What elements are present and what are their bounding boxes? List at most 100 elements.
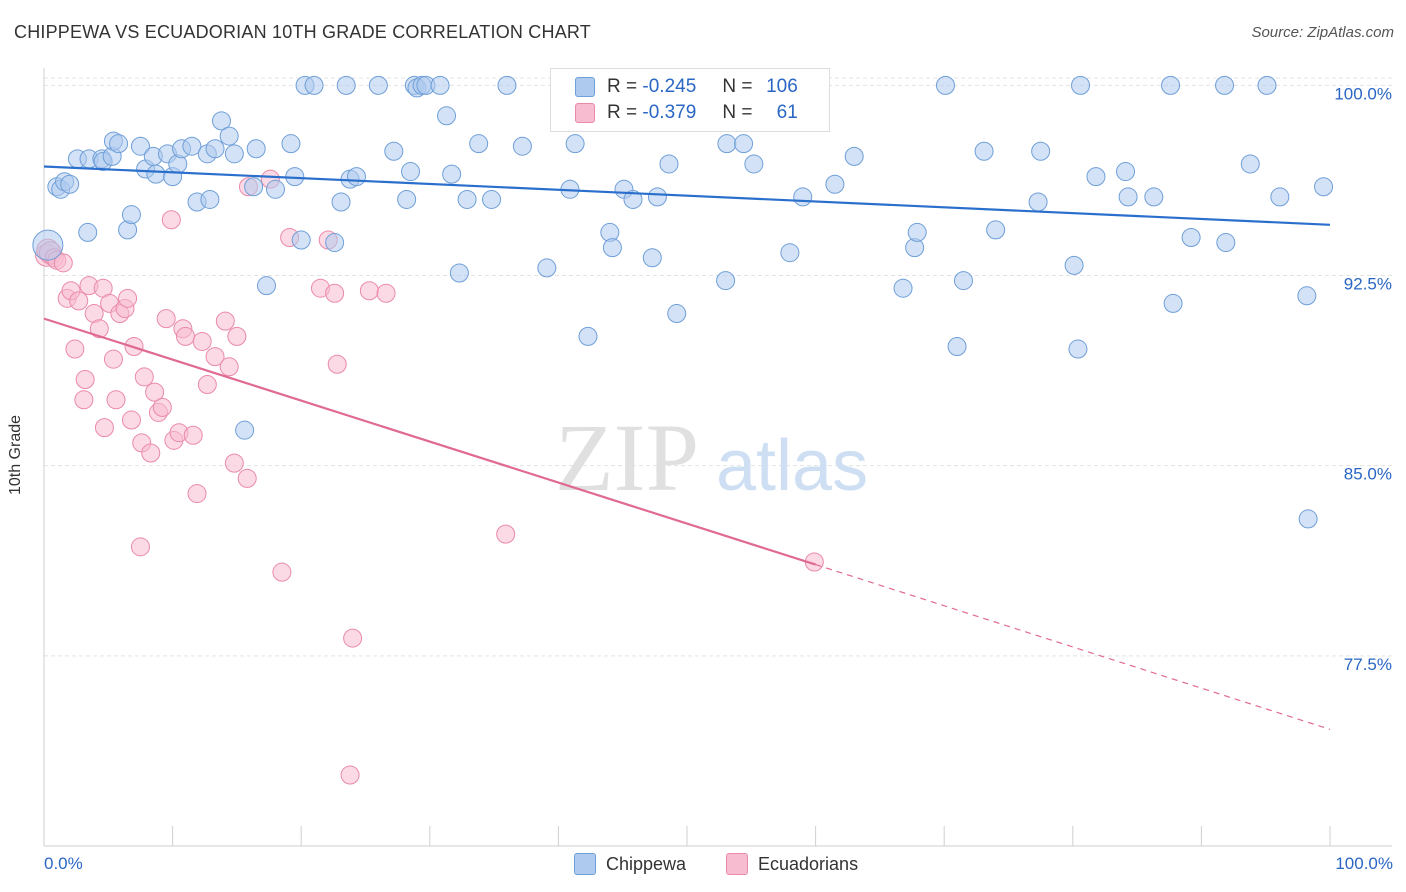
point-ecuadorians (121, 410, 141, 430)
point-chippewa (1071, 75, 1091, 95)
point-chippewa (469, 134, 489, 154)
legend-r-value-chippewa: -0.245 (642, 76, 697, 97)
point-chippewa (1257, 75, 1277, 95)
bottom-legend-label-chippewa: Chippewa (606, 853, 687, 874)
point-chippewa (623, 189, 643, 209)
point-chippewa (953, 271, 973, 291)
point-ecuadorians (130, 537, 150, 557)
point-chippewa (844, 146, 864, 166)
point-chippewa (281, 134, 301, 154)
point-chippewa (1116, 162, 1136, 182)
bottom-legend-swatch-ecuadorians (726, 853, 748, 875)
point-chippewa (642, 248, 662, 268)
point-chippewa (430, 75, 450, 95)
point-chippewa (1144, 187, 1164, 207)
point-chippewa (437, 106, 457, 126)
point-ecuadorians (103, 349, 123, 369)
legend-row-ecuadorians: R = -0.379 N = 61 (575, 101, 798, 125)
point-chippewa (291, 230, 311, 250)
point-chippewa (336, 75, 356, 95)
point-ecuadorians (327, 354, 347, 374)
point-chippewa (986, 220, 1006, 240)
point-ecuadorians (152, 397, 172, 417)
point-ecuadorians (145, 382, 165, 402)
point-ecuadorians (192, 331, 212, 351)
y-tick-label: 100.0% (1334, 84, 1392, 103)
point-chippewa (1068, 339, 1088, 359)
point-chippewa (384, 141, 404, 161)
point-ecuadorians (106, 390, 126, 410)
tick-labels: 77.5% 85.0% 92.5% 100.0% 0.0% 100.0% (44, 84, 1393, 873)
point-chippewa (1216, 233, 1236, 253)
point-chippewa (1181, 227, 1201, 247)
point-ecuadorians (74, 390, 94, 410)
point-ecuadorians (237, 468, 257, 488)
x-tick-label: 0.0% (44, 854, 83, 873)
point-chippewa (211, 111, 231, 131)
series-ecuadorians (35, 169, 824, 785)
legend-n-label: N = (722, 76, 753, 97)
point-chippewa (780, 243, 800, 263)
series-chippewa (32, 75, 1334, 529)
point-chippewa (401, 162, 421, 182)
point-ecuadorians (161, 210, 181, 230)
legend-n-label: N = (722, 102, 753, 123)
point-chippewa (1314, 177, 1334, 197)
point-chippewa (744, 154, 764, 174)
point-chippewa (256, 276, 276, 296)
point-ecuadorians (224, 453, 244, 473)
point-chippewa (219, 126, 239, 146)
point-chippewa (244, 177, 264, 197)
point-chippewa (235, 420, 255, 440)
legend-swatch-chippewa (575, 77, 595, 97)
legend-r-label: R = (607, 102, 638, 123)
point-ecuadorians (340, 765, 360, 785)
watermark: ZIP atlas (555, 404, 868, 511)
point-chippewa (1240, 154, 1260, 174)
point-chippewa (647, 187, 667, 207)
point-ecuadorians (219, 357, 239, 377)
axes (43, 68, 1392, 847)
point-ecuadorians (227, 326, 247, 346)
bottom-legend-chippewa: Chippewa (574, 852, 686, 876)
y-tick-label: 77.5% (1344, 655, 1392, 674)
point-ecuadorians (215, 311, 235, 331)
point-chippewa (793, 187, 813, 207)
point-ecuadorians (53, 253, 73, 273)
point-chippewa (397, 189, 417, 209)
point-chippewa (947, 337, 967, 357)
chart-title: CHIPPEWA VS ECUADORIAN 10TH GRADE CORREL… (14, 22, 591, 42)
point-chippewa (1161, 75, 1181, 95)
gridlines (44, 77, 1392, 657)
legend-row-chippewa: R = -0.245 N = 106 (575, 75, 798, 99)
point-chippewa (1163, 293, 1183, 313)
point-ecuadorians (376, 283, 396, 303)
point-ecuadorians (89, 319, 109, 339)
point-chippewa (1028, 192, 1048, 212)
bottom-legend-swatch-chippewa (574, 853, 596, 875)
point-ecuadorians (496, 524, 516, 544)
point-ecuadorians (118, 288, 138, 308)
point-chippewa (497, 75, 517, 95)
point-chippewa (565, 134, 585, 154)
watermark-atlas: atlas (716, 426, 868, 506)
point-chippewa (442, 164, 462, 184)
point-chippewa (1270, 187, 1290, 207)
point-chippewa (602, 238, 622, 258)
point-ecuadorians (343, 628, 363, 648)
legend-n-value-ecuadorians: 61 (776, 102, 798, 123)
point-chippewa (457, 189, 477, 209)
trend-line-ecuadorians-extension (815, 563, 1331, 730)
bottom-legend-label-ecuadorians: Ecuadorians (758, 853, 859, 874)
point-chippewa (482, 189, 502, 209)
point-chippewa (246, 139, 266, 159)
point-chippewa (578, 326, 598, 346)
point-chippewa (146, 164, 166, 184)
point-ecuadorians (205, 347, 225, 367)
point-chippewa (1297, 286, 1317, 306)
point-chippewa (1298, 509, 1318, 529)
point-chippewa (265, 179, 285, 199)
trend-line-chippewa (43, 165, 1331, 226)
point-ecuadorians (272, 562, 292, 582)
